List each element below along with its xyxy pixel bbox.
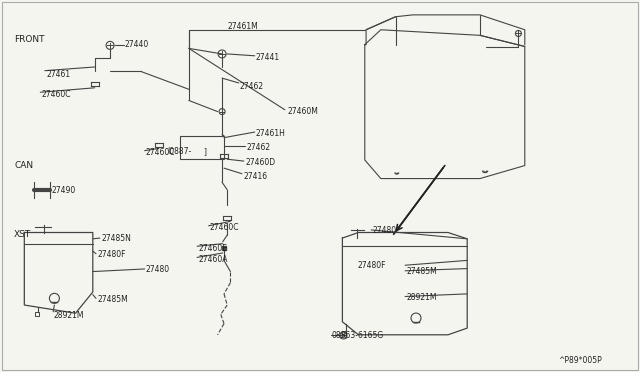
Text: 27460C: 27460C <box>42 90 71 99</box>
Text: 27462: 27462 <box>246 143 271 152</box>
Text: 27460C: 27460C <box>210 223 239 232</box>
Text: ^P89*005P: ^P89*005P <box>558 356 602 365</box>
Text: 27480: 27480 <box>372 226 397 235</box>
Text: 27461: 27461 <box>46 70 70 79</box>
Text: XST: XST <box>14 230 31 239</box>
Text: 28921M: 28921M <box>53 311 84 320</box>
Text: 27461H: 27461H <box>256 129 286 138</box>
Text: 27460M: 27460M <box>288 107 319 116</box>
Text: 27485N: 27485N <box>101 234 131 243</box>
Text: 27480F: 27480F <box>97 250 126 259</box>
Text: 27441: 27441 <box>256 53 280 62</box>
Text: 27460A: 27460A <box>198 255 228 264</box>
Text: 27440: 27440 <box>125 40 149 49</box>
Text: ]: ] <box>204 147 207 156</box>
Text: 27461M: 27461M <box>227 22 258 31</box>
Text: 27490: 27490 <box>51 186 76 195</box>
Text: 27460D: 27460D <box>245 158 275 167</box>
Text: 27480F: 27480F <box>357 262 386 270</box>
Text: 27416: 27416 <box>243 172 268 181</box>
Text: I0887-: I0887- <box>168 147 192 156</box>
Text: 27460C: 27460C <box>146 148 175 157</box>
Text: CAN: CAN <box>14 161 33 170</box>
Text: 27485M: 27485M <box>406 267 437 276</box>
Text: 28921M: 28921M <box>406 293 437 302</box>
Bar <box>180 136 224 159</box>
Text: 27460E: 27460E <box>198 244 227 253</box>
Text: 27480: 27480 <box>146 265 170 274</box>
Text: 08363-6165G: 08363-6165G <box>332 331 384 340</box>
Text: 27462: 27462 <box>240 82 264 91</box>
Text: 27485M: 27485M <box>97 295 128 304</box>
Text: FRONT: FRONT <box>14 35 45 44</box>
